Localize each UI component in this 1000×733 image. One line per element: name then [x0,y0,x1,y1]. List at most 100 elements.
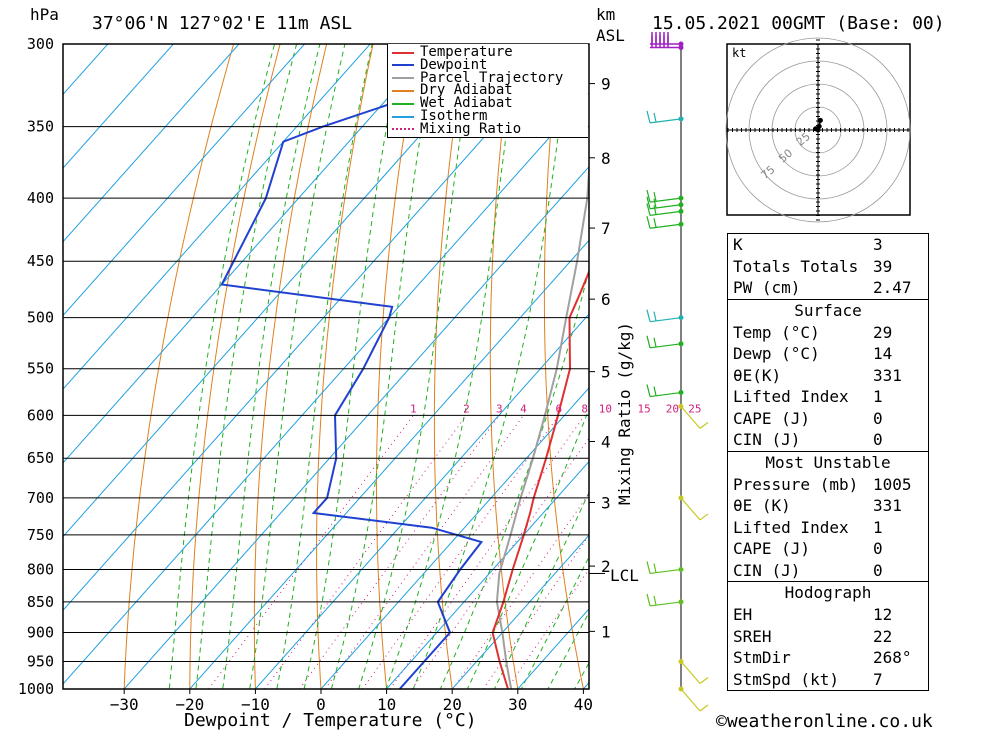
location-title: 37°06'N 127°02'E 11m ASL [92,13,353,34]
wind-barb [646,335,684,349]
surface-label: CIN (J) [733,430,801,449]
isotherm-line [63,44,371,390]
pressure-tick-label: 850 [27,593,54,611]
plot-frame [62,43,590,690]
wind-barb [646,309,684,323]
km-tick-label: 3 [601,493,611,512]
legend-swatch [392,51,414,54]
km-tick-label: 2 [601,557,611,576]
barb-shaft [680,688,701,712]
barb-feather [653,311,657,321]
barb-dot [678,221,684,227]
barb-shaft [649,317,682,323]
mixing-ratio-line [264,415,467,689]
barb-feather [699,513,709,521]
index-value: 2.47 [873,278,912,297]
wind-barb [678,495,709,521]
index-value: 39 [873,256,893,276]
wind-barb [678,659,709,685]
legend-label: Isotherm [420,108,488,124]
barb-dot [678,659,684,665]
hodograph-index-value: 268° [873,648,912,667]
wind-barb [678,403,709,429]
barb-dot [678,390,684,396]
legend-label: Temperature [420,44,513,60]
barb-shaft [649,343,682,349]
legend-label: Dry Adiabat [420,82,513,99]
wind-barb [650,35,684,51]
isotherm-line [63,44,175,169]
surface-value: 331 [873,365,902,385]
mixing-ratio-label: 20 [666,402,679,415]
legend-label: Wet Adiabat [420,95,513,112]
barb-feather [653,205,657,215]
surface-label: θE(K) [733,365,782,385]
hodograph-unit: kt [732,46,747,60]
surface-value: 0 [873,430,883,449]
surface-label: CAPE (J) [733,408,811,428]
barb-feather [699,421,709,429]
wind-barb [646,203,684,216]
isotherm-line [320,387,589,689]
wind-barb [646,110,684,124]
pressure-tick-label: 1000 [18,680,54,698]
mixing-ratio-label: 15 [637,402,650,415]
pressure-tick-label: 400 [27,189,54,207]
barb-shaft [680,497,701,521]
surface-label: Lifted Index [733,387,849,406]
x-tick-label: 40 [574,695,593,714]
pressure-tick-label: 450 [27,252,54,270]
barb-dot [678,566,684,572]
legend: Temperature Dewpoint Parcel Trajectory Dry … [387,44,588,138]
wet-adiabat-line [195,44,298,689]
surface-value: 1 [873,387,883,406]
pressure-tick-label: 300 [27,35,54,53]
barb-shaft [680,405,701,429]
barb-dot [678,195,684,201]
mixing-ratio-label: 4 [520,402,527,415]
barb-feather [646,196,651,209]
hodograph-point [813,126,819,132]
hodograph-index-label: SREH [733,626,772,646]
isotherm-line [63,44,109,96]
pressure-tick-label: 350 [27,118,54,136]
x-tick-label: −10 [241,695,270,714]
wind-barb [650,32,684,47]
hpa-unit-label: hPa [30,5,59,24]
barb-feather [646,561,651,574]
legend-swatch [392,115,414,118]
barb-dot [678,315,684,321]
barb-dot [678,341,684,347]
barb-shaft [649,568,682,575]
legend-swatch [392,77,414,80]
km-tick-label: 5 [601,363,611,382]
most-unstable-header: Most Unstable [728,450,928,474]
barb-dot [678,495,684,501]
barb-shaft [649,210,682,216]
hodograph-index-row: EH 12 [728,604,928,626]
barb-feather [646,110,651,124]
wind-barb [678,686,709,712]
wet-adiabat-line [168,44,276,689]
lcl-label: LCL [610,566,639,585]
barb-feather [653,112,657,123]
barb-dot [678,208,684,214]
pressure-tick-label: 750 [27,526,54,544]
barb-feather [699,704,709,712]
most-unstable-value: 0 [873,539,883,558]
isotherm-line [451,534,589,689]
km-tick-label: 8 [601,149,611,168]
barb-dot [678,686,684,692]
hodograph-index-label: StmDir [733,648,791,667]
pressure-tick-label: 600 [27,406,54,424]
pressure-tick-label: 700 [27,489,54,507]
index-label: K [733,235,743,254]
barb-shaft [649,197,682,203]
x-tick-label: 0 [316,695,326,714]
indices-panel: K 3 Totals Totals 39 PW (cm) 2.47 Surface Tem… [727,233,929,691]
surface-value: 0 [873,408,883,428]
isotherm-line [63,92,589,685]
km-tick-label: 4 [601,432,611,451]
hodograph-point [817,117,823,123]
